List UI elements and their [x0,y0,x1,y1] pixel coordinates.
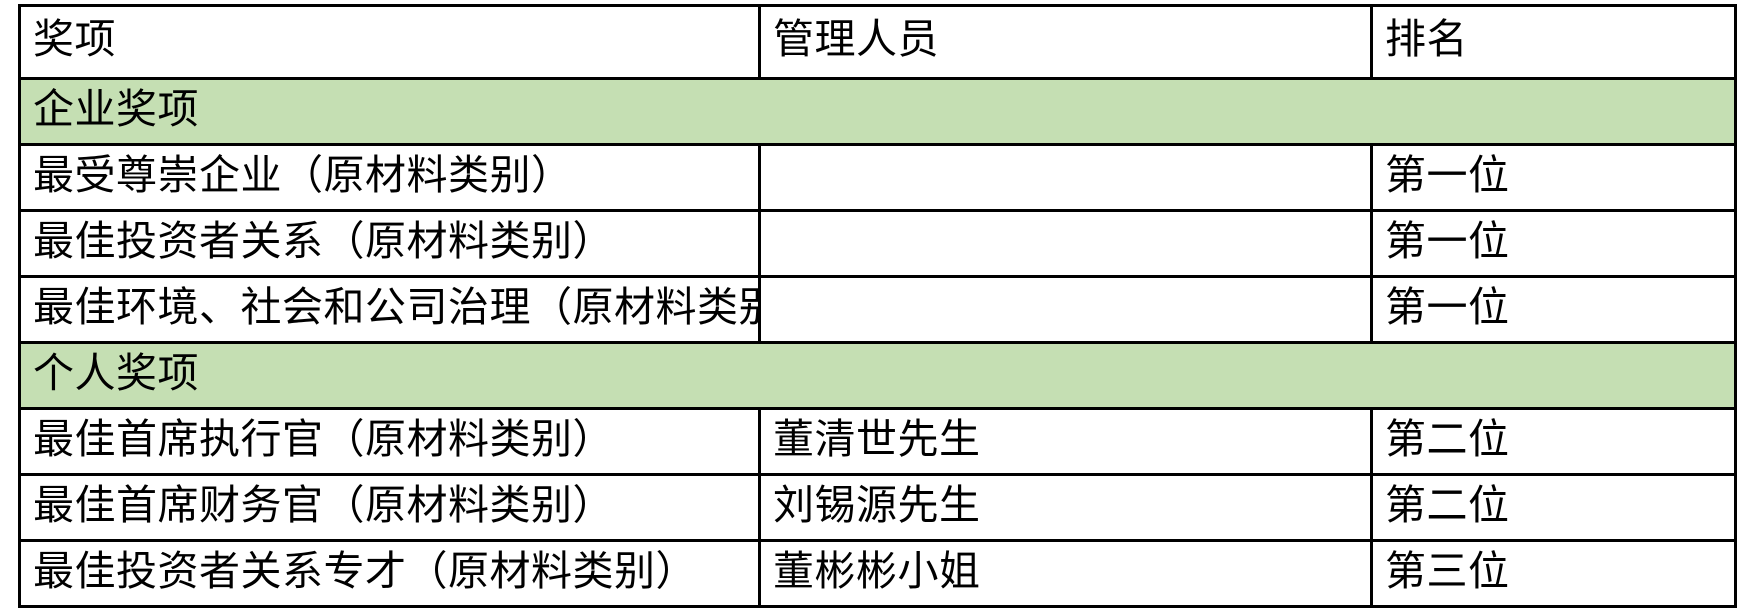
cell-manager-text [773,175,1358,176]
column-header-rank-label: 排名 [1385,16,1468,63]
cell-rank: 第二位 [1370,473,1737,542]
cell-rank: 第二位 [1370,407,1737,476]
cell-manager: 董彬彬小姐 [758,539,1373,608]
section-header-row: 企业奖项 [18,77,1737,146]
table-row: 最佳首席财务官（原材料类别） 刘锡源先生 第二位 [18,473,1737,542]
cell-rank: 第三位 [1370,539,1737,608]
cell-manager-text [773,241,1358,242]
cell-award-text: 最受尊崇企业（原材料类别） [33,151,573,198]
cell-award-text: 最佳首席财务官（原材料类别） [33,481,614,528]
column-header-award-label: 奖项 [33,16,116,63]
cell-manager [758,275,1373,344]
header-row: 奖项 管理人员 排名 [18,4,1737,80]
cell-award-text: 最佳投资者关系（原材料类别） [33,217,614,264]
cell-award: 最佳首席执行官（原材料类别） [18,407,761,476]
column-header-award: 奖项 [18,4,761,80]
cell-manager-text: 刘锡源先生 [773,481,981,528]
section-title-individual: 个人奖项 [18,341,1737,410]
cell-rank-text: 第二位 [1385,481,1510,528]
section-title-corporate-label: 企业奖项 [33,85,199,132]
column-header-rank: 排名 [1370,4,1737,80]
cell-manager-text: 董清世先生 [773,415,981,462]
table-body: 企业奖项 最受尊崇企业（原材料类别） 第一位 最佳投资者关系（原材料类别） [18,77,1737,608]
table-row: 最佳投资者关系（原材料类别） 第一位 [18,209,1737,278]
cell-award: 最佳投资者关系专才（原材料类别） [18,539,761,608]
cell-manager [758,209,1373,278]
cell-rank: 第一位 [1370,275,1737,344]
cell-award-text: 最佳投资者关系专才（原材料类别） [33,547,697,594]
cell-award: 最受尊崇企业（原材料类别） [18,143,761,212]
cell-rank: 第一位 [1370,143,1737,212]
cell-manager-text: 董彬彬小姐 [773,547,981,594]
cell-manager: 刘锡源先生 [758,473,1373,542]
cell-manager [758,143,1373,212]
table-row: 最受尊崇企业（原材料类别） 第一位 [18,143,1737,212]
cell-manager-text [773,307,1358,308]
cell-rank: 第一位 [1370,209,1737,278]
cell-award: 最佳首席财务官（原材料类别） [18,473,761,542]
cell-award-text: 最佳首席执行官（原材料类别） [33,415,614,462]
cell-award: 最佳投资者关系（原材料类别） [18,209,761,278]
awards-table-container: 奖项 管理人员 排名 企业奖项 最受尊崇企业（原材料类别） [18,4,1737,608]
table-row: 最佳首席执行官（原材料类别） 董清世先生 第二位 [18,407,1737,476]
column-header-manager-label: 管理人员 [773,16,939,63]
awards-table: 奖项 管理人员 排名 企业奖项 最受尊崇企业（原材料类别） [18,4,1737,608]
section-title-individual-label: 个人奖项 [33,349,199,396]
cell-rank-text: 第二位 [1385,415,1510,462]
table-header: 奖项 管理人员 排名 [18,4,1737,80]
section-header-row: 个人奖项 [18,341,1737,410]
table-row: 最佳环境、社会和公司治理（原材料类别） 第一位 [18,275,1737,344]
cell-rank-text: 第一位 [1385,283,1510,330]
section-title-corporate: 企业奖项 [18,77,1737,146]
cell-rank-text: 第一位 [1385,217,1510,264]
column-header-manager: 管理人员 [758,4,1373,80]
cell-rank-text: 第三位 [1385,547,1510,594]
cell-manager: 董清世先生 [758,407,1373,476]
cell-award: 最佳环境、社会和公司治理（原材料类别） [18,275,761,344]
cell-award-text: 最佳环境、社会和公司治理（原材料类别） [33,283,760,330]
cell-rank-text: 第一位 [1385,151,1510,198]
table-row: 最佳投资者关系专才（原材料类别） 董彬彬小姐 第三位 [18,539,1737,608]
